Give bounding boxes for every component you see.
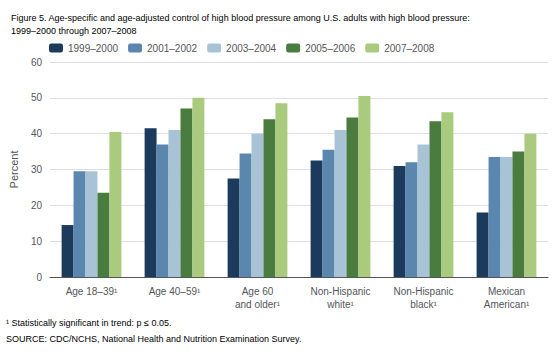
svg-text:30: 30 [31,164,43,175]
svg-text:black¹: black¹ [410,299,437,310]
svg-text:Age 18–39¹: Age 18–39¹ [66,286,118,297]
svg-text:40: 40 [31,128,43,139]
svg-text:Non-Hispanic: Non-Hispanic [393,286,453,297]
svg-text:Figure 5. Age-specific and age: Figure 5. Age-specific and age-adjusted … [11,13,470,23]
svg-text:0: 0 [36,272,42,283]
svg-text:Age 60: Age 60 [242,286,274,297]
svg-text:and older¹: and older¹ [235,299,281,310]
svg-text:white¹: white¹ [326,299,354,310]
svg-text:American¹: American¹ [484,299,530,310]
svg-text:¹ Statistically significant in: ¹ Statistically significant in trend: p … [6,318,172,328]
svg-text:60: 60 [31,57,43,68]
svg-text:Age 40–59¹: Age 40–59¹ [149,286,201,297]
svg-text:2005–2006: 2005–2006 [305,43,355,54]
svg-text:10: 10 [31,236,43,247]
svg-text:2001–2002: 2001–2002 [147,43,197,54]
svg-text:SOURCE: CDC/NCHS, National Hea: SOURCE: CDC/NCHS, National Health and Nu… [6,334,301,344]
svg-text:1999–2000 through 2007–2008: 1999–2000 through 2007–2008 [11,26,137,36]
svg-text:50: 50 [31,92,43,103]
svg-text:Non-Hispanic: Non-Hispanic [310,286,370,297]
svg-text:2003–2004: 2003–2004 [226,43,276,54]
svg-text:2007–2008: 2007–2008 [384,43,434,54]
svg-text:Percent: Percent [8,151,20,189]
svg-text:1999–2000: 1999–2000 [68,43,118,54]
svg-text:Mexican: Mexican [488,286,525,297]
svg-text:20: 20 [31,200,43,211]
